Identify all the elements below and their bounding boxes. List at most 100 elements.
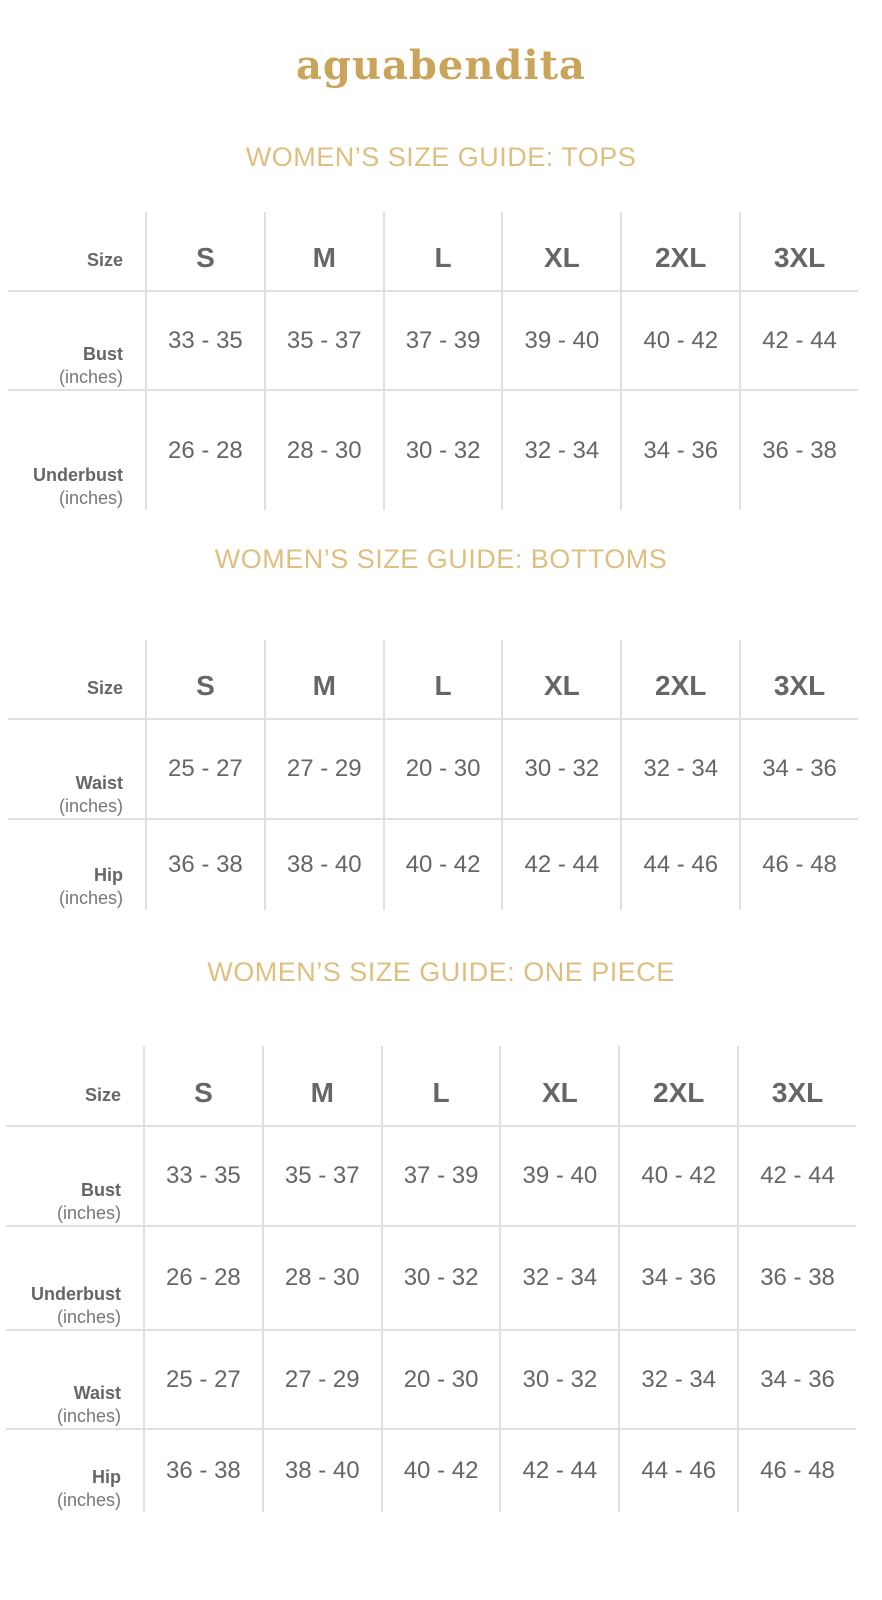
section-title: WOMEN’S SIZE GUIDE: ONE PIECE [207,957,675,987]
measurement-value: 27 - 29 [263,720,383,818]
measurement-label: Underbust (inches) [8,391,145,510]
size-column-header: 3XL [739,212,858,290]
measurement-value: 30 - 32 [501,720,620,818]
measurement-label: Underbust (inches) [6,1227,143,1329]
measurement-value: 30 - 32 [499,1331,618,1428]
measurement-name: Waist [75,773,123,793]
measurement-value: 42 - 44 [501,820,620,910]
section-title: WOMEN’S SIZE GUIDE: TOPS [245,142,637,172]
size-table: Size S M L XL 2XL 3XL Waist (inches) 25 - 27 27 - … [8,640,858,910]
size-column-header: 2XL [620,212,739,290]
size-label: Size [6,1046,143,1125]
measurement-value: 42 - 44 [737,1127,856,1225]
size-column-header: S [145,212,264,290]
measurement-value: 46 - 48 [739,820,858,910]
measurement-value: 34 - 36 [737,1331,856,1428]
brand-logo: aguabendita [296,42,586,89]
measurement-unit: (inches) [58,796,123,816]
measurement-value: 34 - 36 [620,391,739,510]
measurement-value: 36 - 38 [143,1430,262,1512]
measurement-unit: (inches) [56,1490,121,1510]
measurement-value: 42 - 44 [499,1430,618,1512]
measurement-name: Bust [81,1180,121,1200]
measurement-value: 32 - 34 [501,391,620,510]
measurement-value: 26 - 28 [145,391,264,510]
size-column-header: S [143,1046,262,1125]
table-header-row: Size S M L XL 2XL 3XL [6,1046,856,1125]
table-row: Waist (inches) 25 - 27 27 - 29 20 - 30 30 - 3… [8,718,858,818]
measurement-value: 32 - 34 [618,1331,737,1428]
measurement-label: Waist (inches) [8,720,145,818]
measurement-value: 46 - 48 [737,1430,856,1512]
measurement-value: 40 - 42 [618,1127,737,1225]
measurement-value: 25 - 27 [145,720,264,818]
measurement-value: 36 - 38 [737,1227,856,1329]
measurement-unit: (inches) [56,1406,121,1426]
measurement-value: 34 - 36 [739,720,858,818]
size-column-header: S [145,640,264,718]
measurement-value: 30 - 32 [380,1227,500,1329]
measurement-name: Hip [92,1467,121,1487]
size-column-header: L [380,1046,500,1125]
size-column-header: L [382,212,502,290]
section-title: WOMEN’S SIZE GUIDE: BOTTOMS [214,544,668,574]
size-label-text: Size [84,1085,121,1105]
measurement-value: 33 - 35 [145,292,264,389]
size-label-text: Size [86,250,123,270]
measurement-value: 39 - 40 [499,1127,618,1225]
table-row: Bust (inches) 33 - 35 35 - 37 37 - 39 39 - 40… [6,1125,856,1225]
measurement-value: 37 - 39 [382,292,502,389]
measurement-unit: (inches) [58,488,123,508]
measurement-value: 37 - 39 [380,1127,500,1225]
measurement-value: 30 - 32 [382,391,502,510]
size-column-header: XL [501,640,620,718]
measurement-unit: (inches) [56,1203,121,1223]
measurement-value: 34 - 36 [618,1227,737,1329]
measurement-value: 26 - 28 [143,1227,262,1329]
measurement-value: 36 - 38 [739,391,858,510]
measurement-value: 20 - 30 [380,1331,500,1428]
measurement-value: 39 - 40 [501,292,620,389]
table-row: Hip (inches) 36 - 38 38 - 40 40 - 42 42 - 44 4… [6,1428,856,1512]
measurement-label: Hip (inches) [8,820,145,910]
measurement-value: 40 - 42 [380,1430,500,1512]
measurement-label: Bust (inches) [6,1127,143,1225]
measurement-value: 42 - 44 [739,292,858,389]
size-column-header: 2XL [620,640,739,718]
measurement-name: Hip [94,865,123,885]
size-column-header: M [263,212,383,290]
table-row: Underbust (inches) 26 - 28 28 - 30 30 - 32 32… [8,389,858,510]
table-header-row: Size S M L XL 2XL 3XL [8,212,858,290]
table-row: Waist (inches) 25 - 27 27 - 29 20 - 30 30 - 3… [6,1329,856,1428]
measurement-value: 35 - 37 [263,292,383,389]
measurement-unit: (inches) [58,367,123,387]
measurement-value: 33 - 35 [143,1127,262,1225]
table-row: Bust (inches) 33 - 35 35 - 37 37 - 39 39 - 40… [8,290,858,389]
measurement-name: Waist [73,1383,121,1403]
measurement-value: 32 - 34 [499,1227,618,1329]
size-label: Size [8,212,145,290]
measurement-value: 28 - 30 [261,1227,381,1329]
measurement-unit: (inches) [58,888,123,908]
measurement-label: Hip (inches) [6,1430,143,1512]
measurement-value: 25 - 27 [143,1331,262,1428]
measurement-name: Underbust [31,1284,121,1304]
measurement-name: Underbust [33,465,123,485]
measurement-value: 38 - 40 [261,1430,381,1512]
table-row: Underbust (inches) 26 - 28 28 - 30 30 - 32 32… [6,1225,856,1329]
measurement-value: 38 - 40 [263,820,383,910]
size-column-header: M [261,1046,381,1125]
size-column-header: 3XL [739,640,858,718]
size-column-header: M [263,640,383,718]
measurement-label: Waist (inches) [6,1331,143,1428]
size-column-header: L [382,640,502,718]
table-header-row: Size S M L XL 2XL 3XL [8,640,858,718]
measurement-unit: (inches) [56,1307,121,1327]
measurement-name: Bust [83,344,123,364]
measurement-value: 32 - 34 [620,720,739,818]
measurement-label: Bust (inches) [8,292,145,389]
size-label: Size [8,640,145,718]
size-column-header: XL [501,212,620,290]
measurement-value: 20 - 30 [382,720,502,818]
size-column-header: XL [499,1046,618,1125]
